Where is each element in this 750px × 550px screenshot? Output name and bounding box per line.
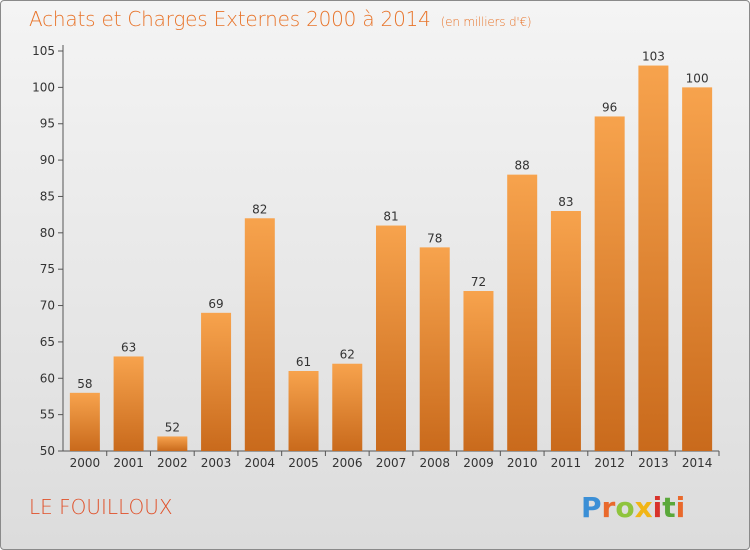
value-label: 62 xyxy=(340,348,355,362)
x-tick-label: 2001 xyxy=(113,456,144,470)
unit-label: (en milliers d'€) xyxy=(440,15,532,29)
y-tick-label: 95 xyxy=(40,117,55,131)
value-label: 69 xyxy=(208,297,223,311)
bar-2011 xyxy=(550,211,581,451)
value-label: 61 xyxy=(296,355,311,369)
x-tick-label: 2006 xyxy=(332,456,363,470)
value-label: 96 xyxy=(602,100,617,114)
y-tick-label: 50 xyxy=(40,444,55,458)
logo-letter: r xyxy=(601,491,616,524)
bar-2009 xyxy=(463,291,494,451)
bar-2003 xyxy=(201,312,232,451)
logo-letter: t xyxy=(662,491,676,524)
x-tick-label: 2000 xyxy=(70,456,101,470)
logo-letter: o xyxy=(615,491,635,524)
x-tick-label: 2014 xyxy=(682,456,713,470)
bar-2005 xyxy=(288,371,319,451)
y-tick-label: 60 xyxy=(40,371,55,385)
bar-2012 xyxy=(594,116,625,452)
place-name: LE FOUILLOUX xyxy=(29,495,173,519)
bars xyxy=(69,65,713,452)
bar-2006 xyxy=(332,363,363,451)
x-tick-label: 2005 xyxy=(288,456,319,470)
x-tick-label: 2002 xyxy=(157,456,188,470)
value-label: 72 xyxy=(471,275,486,289)
y-tick-label: 105 xyxy=(32,44,55,58)
bar-2001 xyxy=(113,356,144,451)
x-tick-label: 2013 xyxy=(638,456,669,470)
bar-2014 xyxy=(682,87,713,451)
y-tick-label: 90 xyxy=(40,153,55,167)
x-tick-label: 2009 xyxy=(463,456,494,470)
bar-2010 xyxy=(507,174,538,452)
logo-letter: i xyxy=(675,491,686,524)
x-tick-label: 2004 xyxy=(245,456,276,470)
y-tick-label: 55 xyxy=(40,408,55,422)
value-label: 78 xyxy=(427,231,442,245)
y-tick-label: 80 xyxy=(40,226,55,240)
value-label: 88 xyxy=(515,159,530,173)
bar-2013 xyxy=(638,65,669,451)
x-tick-label: 2008 xyxy=(419,456,450,470)
x-tick-label: 2012 xyxy=(594,456,625,470)
value-labels: 58 63 52 69 82 61 62 81 78 72 88 83 96 103 100 xyxy=(77,50,708,435)
bar-2007 xyxy=(376,225,406,451)
y-tick-label: 85 xyxy=(40,189,55,203)
x-tick-label: 2011 xyxy=(551,456,582,470)
axes: 50 55 60 65 70 75 80 85 90 95 100 105 2000 2001 2002 20… xyxy=(32,44,720,470)
value-label: 100 xyxy=(686,71,709,85)
bar-2002 xyxy=(157,436,188,451)
y-tick-label: 70 xyxy=(40,299,55,313)
y-tick-label: 65 xyxy=(40,335,55,349)
logo-letter: x xyxy=(634,491,653,524)
logo-letter: i xyxy=(652,491,663,524)
value-label: 103 xyxy=(642,50,665,64)
chart-title: Achats et Charges Externes 2000 à 2014 (e… xyxy=(29,7,532,31)
logo-letter: P xyxy=(581,491,602,524)
value-label: 52 xyxy=(165,420,180,434)
value-label: 83 xyxy=(558,195,573,209)
x-tick-label: 2003 xyxy=(201,456,232,470)
title-text: Achats et Charges Externes 2000 à 2014 xyxy=(29,7,431,31)
x-tick-label: 2007 xyxy=(376,456,407,470)
value-label: 58 xyxy=(77,377,92,391)
x-tick-label: 2010 xyxy=(507,456,538,470)
proxiti-logo: Proxiti xyxy=(581,491,685,524)
value-label: 63 xyxy=(121,340,136,354)
value-label: 82 xyxy=(252,202,267,216)
bar-2000 xyxy=(69,392,100,451)
bar-2004 xyxy=(244,218,275,451)
y-tick-label: 100 xyxy=(32,80,55,94)
y-tick-label: 75 xyxy=(40,262,55,276)
bar-2008 xyxy=(419,247,450,451)
value-label: 81 xyxy=(383,210,398,224)
